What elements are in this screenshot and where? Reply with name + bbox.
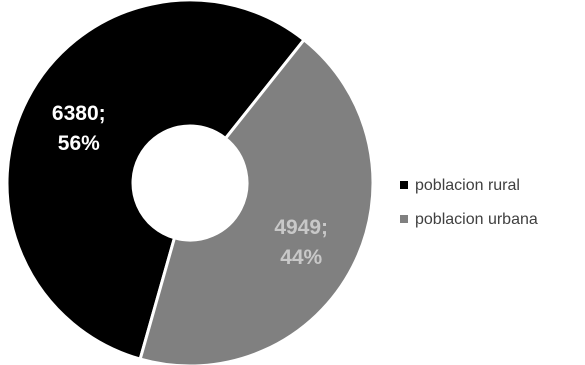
data-label-value: 4949; [274, 216, 328, 239]
legend-swatch [400, 215, 408, 223]
data-label-value: 6380; [52, 102, 106, 125]
slice-poblacion-urbana [138, 37, 375, 365]
legend-label: poblacion urbana [415, 211, 538, 228]
data-label-percent: 44% [280, 246, 322, 269]
slice-labels: 6380; 56% 4949; 44% [52, 102, 328, 269]
donut-slices [5, 0, 375, 365]
legend: poblacion rural poblacion urbana [400, 177, 538, 228]
data-label-percent: 56% [58, 132, 100, 155]
slice-poblacion-rural [5, 0, 307, 361]
legend-label: poblacion rural [415, 177, 520, 194]
legend-swatch [400, 181, 408, 189]
